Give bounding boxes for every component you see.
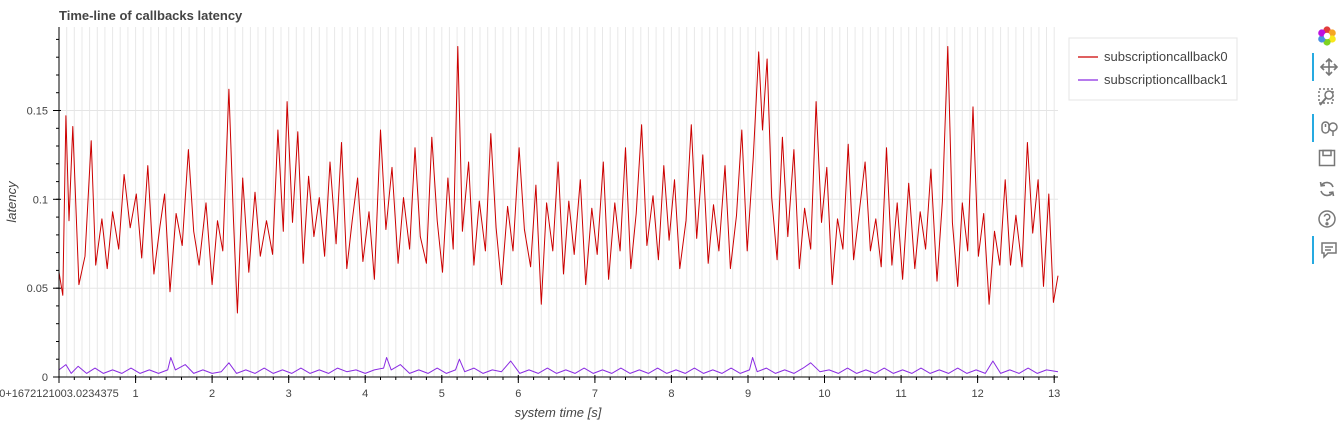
help-tool-icon[interactable] [1312,205,1342,233]
box-zoom-tool-icon[interactable] [1312,83,1342,111]
series-line-subscriptioncallback0 [58,46,1059,314]
x-tick-label: 9 [745,388,751,400]
reset-tool-icon[interactable] [1312,175,1342,203]
series-layer [58,46,1059,374]
x-grid [58,27,1055,377]
x-tick-label: 4 [362,388,368,400]
y-tick-label: 0 [42,372,48,384]
chart-title: Time-line of callbacks latency [59,8,243,23]
x-tick-label: 2 [209,388,215,400]
x-axis-label: system time [s] [515,405,602,420]
pan-tool-icon[interactable] [1312,53,1342,81]
series-line-subscriptioncallback1 [58,357,1059,374]
legend[interactable]: subscriptioncallback0 subscriptioncallba… [1068,37,1238,101]
y-tick-label: 0.05 [27,283,48,295]
legend-label-subscriptioncallback1: subscriptioncallback1 [1104,72,1228,87]
x-tick-label: 3 [286,388,292,400]
wheel-zoom-tool-icon[interactable] [1312,114,1342,142]
x-tick-label: 13 [1048,388,1060,400]
x-tick-label: 10 [818,388,830,400]
legend-label-subscriptioncallback0: subscriptioncallback0 [1104,49,1228,64]
x-tick-label: 7 [592,388,598,400]
x-tick-label: 8 [668,388,674,400]
x-tick-label: 6 [515,388,521,400]
x-tick-label: 5 [439,388,445,400]
y-tick-label: 0.15 [27,106,48,118]
x-tick-label: 11 [895,388,906,400]
x-tick-label: 1 [133,388,139,400]
y-axis-label: latency [4,180,19,223]
hover-tool-icon[interactable] [1312,236,1342,264]
save-tool-icon[interactable] [1312,144,1342,172]
x-tick-label: 0+1672121003.0234375 [0,388,119,400]
bokeh-logo-icon[interactable] [1312,22,1342,50]
x-tick-label: 12 [971,388,983,400]
axes: 0+1672121003.0234375 1 2 3 4 5 6 7 8 9 10 11 12 1300.… [0,27,1060,400]
y-tick-label: 0.1 [33,194,48,206]
legend-box [1068,37,1238,101]
